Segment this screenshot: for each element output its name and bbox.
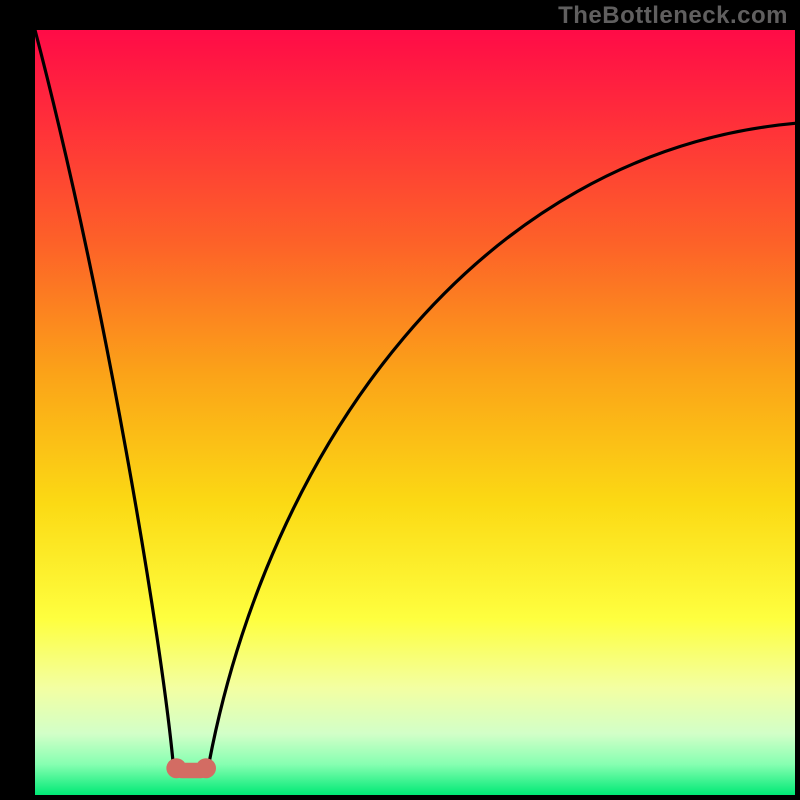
bottleneck-chart — [0, 0, 800, 800]
watermark-text: TheBottleneck.com — [558, 2, 788, 30]
chart-container: TheBottleneck.com — [0, 0, 800, 800]
